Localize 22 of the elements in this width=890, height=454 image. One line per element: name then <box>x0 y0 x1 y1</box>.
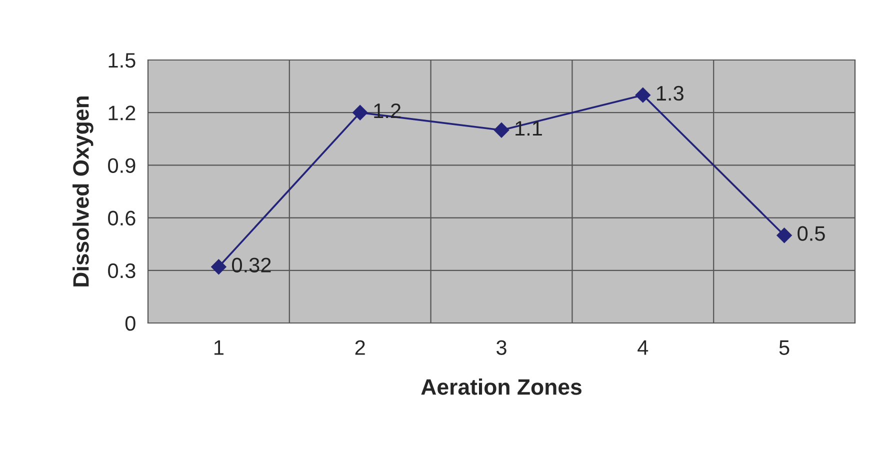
y-tick-label: 0.6 <box>108 210 136 226</box>
x-axis-title: Aeration Zones <box>421 378 582 395</box>
data-label: 0.32 <box>232 258 271 272</box>
y-tick-label: 0 <box>125 316 136 331</box>
x-tick-label: 5 <box>779 340 790 355</box>
x-tick-label: 4 <box>638 340 648 355</box>
point <box>352 105 368 120</box>
point <box>494 122 510 138</box>
y-tick-label: 1.5 <box>108 53 136 68</box>
point <box>776 228 792 243</box>
y-tick-label: 1.2 <box>108 106 136 120</box>
data-label: 1.3 <box>656 86 684 101</box>
y-tick-label: 0.3 <box>108 263 136 278</box>
y-axis-title: Dissolved Oxygen <box>72 96 94 286</box>
point <box>635 87 650 103</box>
point <box>211 259 226 274</box>
data-label: 1.1 <box>516 121 542 136</box>
x-tick-label: 3 <box>496 340 506 355</box>
y-tick-label: 0.9 <box>108 158 136 173</box>
x-tick-label: 2 <box>355 340 365 355</box>
x-tick-label: 1 <box>214 340 224 355</box>
data-label: 0.5 <box>798 226 825 241</box>
